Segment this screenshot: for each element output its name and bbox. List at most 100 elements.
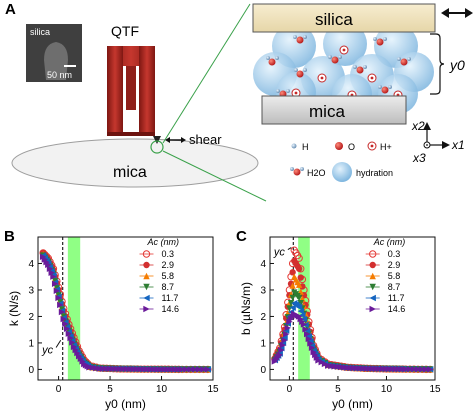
x-tick-label: 10 [381, 384, 393, 395]
y-tick-label: 3 [260, 285, 266, 296]
shear-label: shear [189, 132, 222, 147]
data-point [158, 366, 165, 373]
axis-x3-label: x3 [412, 151, 426, 165]
legend-label: 8.7 [388, 282, 401, 292]
data-point [304, 330, 311, 338]
legend-marker [369, 250, 377, 258]
y-tick-label: 4 [28, 259, 34, 270]
legend-label: 11.7 [162, 293, 179, 303]
data-point [399, 365, 406, 373]
series-14.6 [39, 253, 212, 373]
axis-x1-label: x1 [451, 138, 465, 152]
x-tick-label: 15 [207, 384, 219, 395]
x-tick-label: 5 [107, 384, 113, 395]
data-point [418, 366, 426, 373]
data-point [354, 365, 361, 372]
data-point [297, 315, 304, 323]
data-point [60, 315, 67, 323]
data-point [373, 365, 380, 372]
data-point [310, 348, 317, 356]
chart-b: B 0 5 10 15 0 1 2 3 4 y0 (nm) k (N/s) yc Ac (nm) 0.32.… [4, 228, 219, 411]
zoom-line-bottom [162, 150, 267, 202]
x-tick-label: 0 [287, 384, 293, 395]
data-point [347, 364, 355, 372]
data-point [305, 335, 313, 343]
coordinate-axes: x2 x1 x3 [411, 119, 465, 165]
legend-label: 14.6 [162, 304, 180, 314]
data-point [58, 308, 66, 316]
legend-marker [369, 272, 376, 280]
data-point [196, 366, 203, 373]
data-point [63, 325, 71, 333]
data-point [79, 358, 86, 365]
data-point [55, 294, 62, 302]
data-point [141, 365, 148, 373]
data-point [289, 313, 296, 320]
x-axis-label: y0 (nm) [105, 397, 146, 411]
data-point [172, 366, 179, 373]
data-point [406, 365, 414, 373]
data-point [286, 318, 293, 325]
proton-ions [291, 45, 403, 100]
data-point [72, 346, 79, 354]
data-point [144, 366, 152, 373]
data-point [175, 366, 182, 373]
x-axis-label: y0 (nm) [332, 397, 373, 411]
legend-h-label: H [302, 142, 309, 152]
data-point [51, 280, 59, 287]
data-point [389, 365, 397, 373]
legend-o-label: O [348, 142, 355, 152]
data-point [57, 301, 64, 309]
data-point [289, 304, 296, 311]
qtf-fork [107, 46, 155, 136]
legend-hydration-marker [332, 162, 352, 182]
data-point [383, 365, 390, 373]
gap-label: y0 [449, 57, 465, 73]
legend-hplus-label: H+ [380, 142, 392, 152]
sem-scale-label: 50 nm [47, 70, 72, 80]
y-tick-label: 0 [260, 365, 266, 376]
data-point [325, 362, 332, 369]
sem-inset: silica 50 nm [26, 24, 82, 82]
y-tick-label: 2 [260, 312, 266, 323]
data-point [300, 321, 308, 328]
legend-label: 2.9 [388, 260, 401, 270]
data-point [367, 365, 374, 372]
data-point [360, 365, 368, 372]
data-point [137, 365, 145, 373]
data-point [65, 330, 73, 337]
legend-marker [369, 261, 376, 269]
data-point [148, 366, 155, 373]
y-tick-label: 1 [28, 338, 34, 349]
data-point [93, 364, 100, 372]
silica-motion-arrow [441, 8, 473, 18]
legend-label: 0.3 [162, 249, 175, 259]
legend-h2o-label: H2O [307, 168, 326, 178]
data-point [297, 300, 304, 307]
data-point [302, 326, 309, 333]
data-point [392, 365, 400, 373]
data-point [370, 365, 377, 372]
data-point [297, 307, 304, 315]
data-point [410, 366, 418, 373]
data-point [281, 334, 288, 341]
data-point [204, 366, 212, 373]
data-point [289, 294, 296, 302]
data-point [422, 366, 430, 373]
data-point [62, 320, 69, 328]
data-point [276, 351, 283, 359]
data-point [124, 365, 131, 373]
data-point [295, 265, 303, 272]
data-point [331, 363, 338, 370]
yc-annotation: yc [41, 345, 54, 357]
data-point [200, 366, 207, 373]
data-point [46, 265, 54, 272]
gap-bracket [430, 33, 445, 95]
data-point [99, 365, 107, 372]
legend-label: 5.8 [162, 271, 175, 281]
legend-marker [143, 305, 150, 313]
data-point [75, 352, 83, 360]
legend-marker [142, 250, 151, 258]
zoom-line-top [162, 3, 251, 144]
data-point [69, 339, 76, 346]
